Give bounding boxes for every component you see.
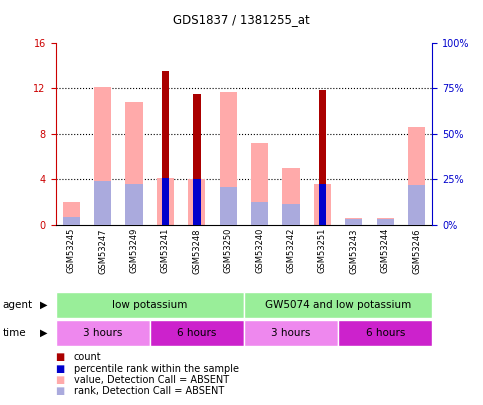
Text: GSM53247: GSM53247 [98, 228, 107, 273]
Text: GDS1837 / 1381255_at: GDS1837 / 1381255_at [173, 13, 310, 26]
Bar [193, 94, 201, 225]
Text: count: count [74, 352, 101, 362]
Bar [244, 320, 338, 346]
Text: GSM53240: GSM53240 [255, 228, 264, 273]
Text: ■: ■ [56, 375, 65, 385]
Bar [338, 320, 432, 346]
Text: rank, Detection Call = ABSENT: rank, Detection Call = ABSENT [74, 386, 224, 396]
Text: ■: ■ [56, 386, 65, 396]
Bar [251, 143, 268, 225]
Text: GSM53243: GSM53243 [349, 228, 358, 273]
Text: GSM53249: GSM53249 [129, 228, 139, 273]
Text: GSM53244: GSM53244 [381, 228, 390, 273]
Text: 3 hours: 3 hours [83, 328, 122, 338]
Text: time: time [2, 328, 26, 338]
Text: agent: agent [2, 300, 32, 310]
Text: percentile rank within the sample: percentile rank within the sample [74, 364, 239, 373]
Bar [283, 204, 299, 225]
Bar [345, 218, 362, 225]
Text: ▶: ▶ [40, 328, 47, 338]
Text: low potassium: low potassium [112, 300, 187, 310]
Bar [408, 185, 425, 225]
Bar [63, 202, 80, 225]
Text: GSM53245: GSM53245 [67, 228, 76, 273]
Text: GSM53242: GSM53242 [286, 228, 296, 273]
Bar [318, 90, 327, 225]
Text: ▶: ▶ [40, 300, 47, 310]
Bar [244, 292, 432, 318]
Text: GW5074 and low potassium: GW5074 and low potassium [265, 300, 411, 310]
Bar [157, 178, 174, 225]
Text: GSM53250: GSM53250 [224, 228, 233, 273]
Text: GSM53246: GSM53246 [412, 228, 421, 273]
Text: GSM53251: GSM53251 [318, 228, 327, 273]
Bar [188, 179, 205, 225]
Bar [345, 219, 362, 225]
Bar [94, 87, 111, 225]
Bar [126, 184, 142, 225]
Text: GSM53248: GSM53248 [192, 228, 201, 273]
Bar [161, 71, 170, 225]
Text: 3 hours: 3 hours [271, 328, 311, 338]
Text: value, Detection Call = ABSENT: value, Detection Call = ABSENT [74, 375, 229, 385]
Bar [220, 92, 237, 225]
Text: ■: ■ [56, 364, 65, 373]
Bar [161, 178, 170, 225]
Bar [94, 181, 111, 225]
Text: ■: ■ [56, 352, 65, 362]
Bar [318, 184, 327, 225]
Bar [408, 127, 425, 225]
Bar [126, 102, 142, 225]
Bar [150, 320, 244, 346]
Bar [314, 184, 331, 225]
Bar [56, 320, 150, 346]
Bar [377, 219, 394, 225]
Text: GSM53241: GSM53241 [161, 228, 170, 273]
Bar [63, 217, 80, 225]
Bar [220, 187, 237, 225]
Text: 6 hours: 6 hours [366, 328, 405, 338]
Bar [283, 168, 299, 225]
Bar [251, 202, 268, 225]
Bar [56, 292, 244, 318]
Bar [193, 179, 201, 225]
Text: 6 hours: 6 hours [177, 328, 216, 338]
Bar [377, 218, 394, 225]
